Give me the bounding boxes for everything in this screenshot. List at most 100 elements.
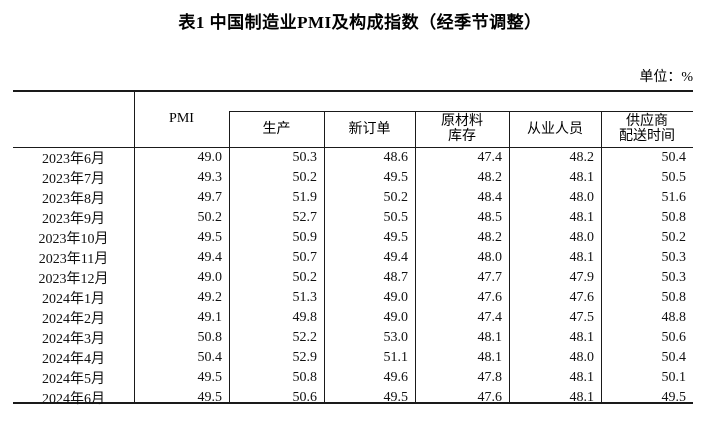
row-value: 49.3 — [197, 170, 223, 185]
row-value: 50.8 — [197, 330, 223, 345]
row-value: 52.9 — [292, 350, 318, 365]
table-row: 2024年5月 49.5 50.8 49.6 47.8 48.1 50.1 — [13, 368, 693, 388]
row-date: 2023年6月 — [42, 152, 105, 167]
row-value: 49.5 — [197, 390, 223, 405]
row-value: 50.4 — [661, 350, 687, 365]
row-value: 47.8 — [477, 370, 503, 385]
table-top-border — [13, 90, 693, 92]
row-date: 2024年6月 — [42, 392, 105, 407]
row-value: 48.1 — [569, 390, 595, 405]
table-row: 2024年4月 50.4 52.9 51.1 48.1 48.0 50.4 — [13, 348, 693, 368]
table-row: 2023年8月 49.7 51.9 50.2 48.4 48.0 51.6 — [13, 188, 693, 208]
row-value: 48.0 — [569, 190, 595, 205]
row-value: 49.1 — [197, 310, 223, 325]
row-value: 49.0 — [383, 290, 409, 305]
row-value: 50.1 — [661, 370, 687, 385]
row-value: 51.6 — [661, 190, 687, 205]
row-value: 50.7 — [292, 250, 318, 265]
row-value: 50.6 — [292, 390, 318, 405]
table-row: 2024年2月 49.1 49.8 49.0 47.4 47.5 48.8 — [13, 308, 693, 328]
header-separator-line — [13, 147, 693, 148]
row-value: 48.8 — [661, 310, 687, 325]
column-separator-production-neworders — [324, 111, 325, 404]
row-value: 50.5 — [661, 170, 687, 185]
column-separator-pmi-production — [229, 111, 230, 404]
row-date: 2024年2月 — [42, 312, 105, 327]
header-new-orders: 新订单 — [348, 121, 391, 137]
unit-label: 单位：% — [639, 70, 693, 85]
row-value: 48.0 — [569, 350, 595, 365]
column-separator-inventory-employment — [509, 111, 510, 404]
row-value: 51.9 — [292, 190, 318, 205]
header-production: 生产 — [262, 121, 291, 137]
row-value: 50.2 — [197, 210, 223, 225]
row-value: 49.4 — [197, 250, 223, 265]
row-value: 49.2 — [197, 290, 223, 305]
row-date: 2023年11月 — [38, 252, 109, 267]
row-value: 47.6 — [477, 290, 503, 305]
row-date: 2023年10月 — [38, 232, 109, 247]
row-value: 49.5 — [197, 370, 223, 385]
row-value: 50.8 — [661, 290, 687, 305]
row-value: 49.4 — [383, 250, 409, 265]
row-value: 51.3 — [292, 290, 318, 305]
pmi-table: PMI 生产 新订单 原材料 库存 从业人员 供应商 配送时间 2023年6月 … — [13, 90, 693, 407]
header-employment: 从业人员 — [527, 121, 583, 137]
row-value: 50.8 — [661, 210, 687, 225]
row-date: 2023年7月 — [42, 172, 105, 187]
row-value: 50.3 — [661, 250, 687, 265]
row-date: 2023年8月 — [42, 192, 105, 207]
table-row: 2023年12月 49.0 50.2 48.7 47.7 47.9 50.3 — [13, 268, 693, 288]
row-value: 52.2 — [292, 330, 318, 345]
row-value: 52.7 — [292, 210, 318, 225]
table-row: 2023年10月 49.5 50.9 49.5 48.2 48.0 50.2 — [13, 228, 693, 248]
row-value: 50.2 — [661, 230, 687, 245]
row-value: 49.0 — [197, 150, 223, 165]
row-value: 50.3 — [661, 270, 687, 285]
header-pmi: PMI — [169, 111, 194, 126]
row-value: 50.3 — [292, 150, 318, 165]
table-body: 2023年6月 49.0 50.3 48.6 47.4 48.2 50.4 20… — [13, 148, 693, 407]
row-value: 49.7 — [197, 190, 223, 205]
row-value: 48.5 — [477, 210, 503, 225]
row-date: 2024年5月 — [42, 372, 105, 387]
row-value: 48.0 — [569, 230, 595, 245]
row-value: 47.6 — [477, 390, 503, 405]
subheader-top-line — [229, 111, 693, 112]
row-value: 49.5 — [383, 170, 409, 185]
row-value: 47.7 — [477, 270, 503, 285]
row-value: 49.5 — [383, 230, 409, 245]
header-supplier-delivery-time: 供应商 配送时间 — [619, 114, 675, 144]
row-date: 2024年4月 — [42, 352, 105, 367]
row-value: 47.5 — [569, 310, 595, 325]
table-row: 2023年7月 49.3 50.2 49.5 48.2 48.1 50.5 — [13, 168, 693, 188]
row-value: 48.2 — [477, 230, 503, 245]
row-value: 50.6 — [661, 330, 687, 345]
row-value: 48.1 — [569, 250, 595, 265]
row-value: 48.2 — [477, 170, 503, 185]
row-date: 2024年1月 — [42, 292, 105, 307]
row-value: 47.4 — [477, 310, 503, 325]
row-value: 50.8 — [292, 370, 318, 385]
row-value: 50.4 — [197, 350, 223, 365]
row-value: 49.5 — [661, 390, 687, 405]
row-value: 47.9 — [569, 270, 595, 285]
table-row: 2023年11月 49.4 50.7 49.4 48.0 48.1 50.3 — [13, 248, 693, 268]
row-date: 2023年9月 — [42, 212, 105, 227]
row-value: 50.2 — [383, 190, 409, 205]
row-value: 50.2 — [292, 270, 318, 285]
row-value: 48.1 — [569, 210, 595, 225]
date-column-separator — [134, 90, 135, 404]
row-value: 48.1 — [569, 170, 595, 185]
column-separator-employment-delivery — [601, 111, 602, 404]
row-value: 50.4 — [661, 150, 687, 165]
table-row: 2024年1月 49.2 51.3 49.0 47.6 47.6 50.8 — [13, 288, 693, 308]
table-row: 2023年9月 50.2 52.7 50.5 48.5 48.1 50.8 — [13, 208, 693, 228]
table-row: 2024年3月 50.8 52.2 53.0 48.1 48.1 50.6 — [13, 328, 693, 348]
table-bottom-border — [13, 402, 693, 404]
row-value: 50.9 — [292, 230, 318, 245]
row-value: 47.6 — [569, 290, 595, 305]
row-value: 49.0 — [197, 270, 223, 285]
row-value: 47.4 — [477, 150, 503, 165]
